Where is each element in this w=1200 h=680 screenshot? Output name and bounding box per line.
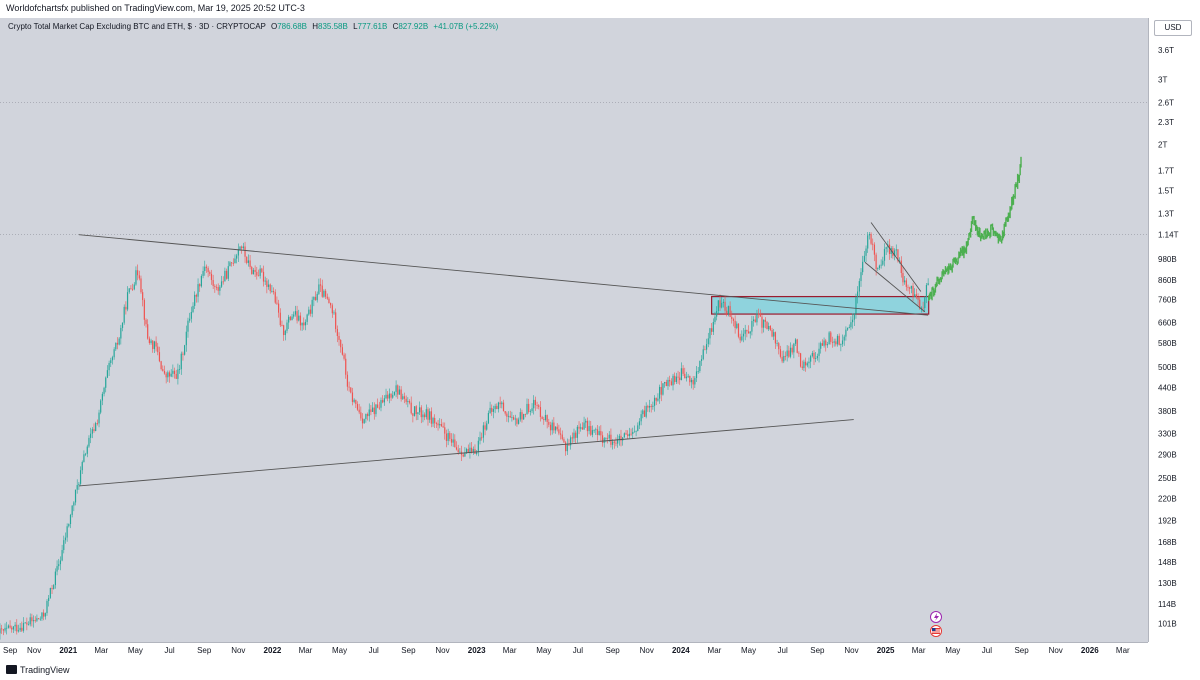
- price-axis[interactable]: [1148, 18, 1200, 642]
- low-label: L: [353, 22, 358, 31]
- high-label: H: [312, 22, 319, 31]
- chart-legend: Crypto Total Market Cap Excluding BTC an…: [8, 22, 498, 31]
- footer: TradingView: [0, 660, 1200, 680]
- time-axis[interactable]: [0, 642, 1148, 661]
- close-value: 827.92B: [398, 22, 429, 31]
- top-bar: Worldofchartsfx published on TradingView…: [0, 0, 1200, 18]
- published-text: Worldofchartsfx published on TradingView…: [6, 3, 305, 13]
- low-value: 777.61B: [357, 22, 388, 31]
- close-label: C: [392, 22, 399, 31]
- high-value: 835.58B: [318, 22, 348, 31]
- open-value: 786.68B: [277, 22, 308, 31]
- change-value: +41.07B (+5.22%): [433, 22, 499, 31]
- tradingview-brand: TradingView: [20, 665, 70, 675]
- chart-area[interactable]: [0, 18, 1148, 642]
- tradingview-logo-icon: [6, 665, 17, 674]
- currency-button[interactable]: USD: [1154, 20, 1192, 36]
- symbol-title: Crypto Total Market Cap Excluding BTC an…: [8, 22, 266, 31]
- open-label: O: [270, 22, 278, 31]
